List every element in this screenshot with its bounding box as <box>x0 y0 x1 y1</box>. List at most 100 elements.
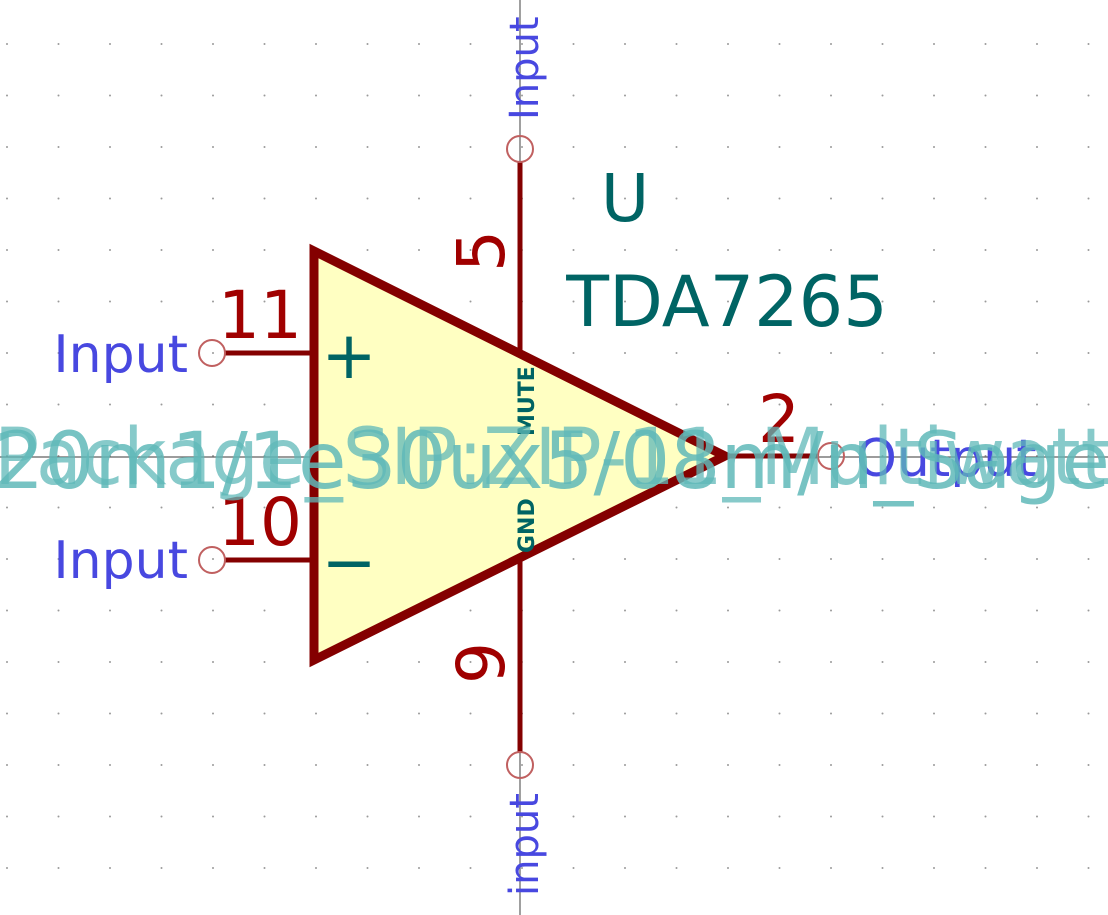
grid-dot <box>418 712 420 715</box>
grid-dot <box>933 94 935 97</box>
grid-dot <box>109 867 111 869</box>
grid-dot <box>572 558 575 560</box>
grid-dot <box>830 712 832 715</box>
grid-dot <box>1036 815 1038 818</box>
grid-dot <box>830 197 832 200</box>
grid-dot <box>1036 197 1038 200</box>
grid-dot <box>418 661 420 663</box>
pin-9-terminal[interactable] <box>506 751 534 779</box>
grid-dot <box>984 712 987 715</box>
pin-10[interactable]: 10 Input − <box>53 484 376 601</box>
pin-5-terminal[interactable] <box>506 135 534 163</box>
pin-9[interactable]: 9 input GND <box>443 498 548 896</box>
grid-dot <box>881 146 884 148</box>
grid-dot <box>572 352 575 354</box>
grid-dot <box>675 300 678 303</box>
grid-dot <box>109 352 111 354</box>
grid-dot <box>727 815 729 818</box>
grid-dot <box>1087 867 1090 869</box>
pin-10-name: − <box>321 524 376 601</box>
grid-dot <box>109 146 111 148</box>
grid-dot <box>212 506 214 509</box>
grid-dot <box>418 867 420 869</box>
footprint-field[interactable]: 20m1/1e30ux5/08m/n_Sage <box>0 417 1108 507</box>
grid-dot <box>727 249 729 251</box>
grid-dot <box>572 146 575 148</box>
grid-dot <box>572 815 575 818</box>
pin-2[interactable]: 2 Output <box>725 381 1037 489</box>
grid-dot <box>881 506 884 509</box>
grid-dot <box>1036 43 1038 45</box>
grid-dot <box>418 249 420 251</box>
grid-dot <box>263 661 266 663</box>
grid-dot <box>675 506 678 509</box>
pin-5[interactable]: 5 Input MUTE <box>443 16 548 436</box>
grid-dot <box>881 815 884 818</box>
grid-dot <box>778 815 781 818</box>
grid-dot <box>572 197 575 200</box>
grid-dot <box>1087 403 1090 406</box>
grid-dot <box>778 197 781 200</box>
grid-dot <box>881 43 884 45</box>
pin-10-terminal[interactable] <box>198 546 226 574</box>
grid-dot <box>57 146 60 148</box>
grid-dot <box>57 815 60 818</box>
grid-dot <box>263 764 266 766</box>
grid-dot <box>778 558 781 560</box>
grid-dot <box>933 815 935 818</box>
grid-dot <box>624 661 626 663</box>
grid-dot <box>881 609 884 612</box>
component-reference[interactable]: U <box>601 160 649 237</box>
pin-10-type: Input <box>53 531 188 591</box>
pin-11-terminal[interactable] <box>198 339 226 367</box>
grid-dot <box>212 300 214 303</box>
grid-dot <box>366 249 369 251</box>
grid-dot <box>109 43 111 45</box>
grid-dot <box>933 146 935 148</box>
grid-dot <box>624 609 626 612</box>
grid-dot <box>57 43 60 45</box>
grid-dot <box>933 764 935 766</box>
grid-dot <box>315 815 317 818</box>
grid-dot <box>984 815 987 818</box>
grid-dot <box>572 300 575 303</box>
grid-dot <box>675 352 678 354</box>
grid-dot <box>727 352 729 354</box>
grid-dot <box>418 764 420 766</box>
grid-dot <box>675 867 678 869</box>
grid-dot <box>778 94 781 97</box>
grid-dot <box>212 249 214 251</box>
grid-dot <box>933 300 935 303</box>
component-value[interactable]: TDA7265 <box>565 261 887 343</box>
grid-dot <box>57 661 60 663</box>
grid-dot <box>109 815 111 818</box>
grid-dot <box>315 43 317 45</box>
grid-dot <box>778 249 781 251</box>
grid-dot <box>212 815 214 818</box>
grid-dot <box>881 764 884 766</box>
grid-dot <box>212 146 214 148</box>
pin-11-number: 11 <box>218 277 302 354</box>
grid-dot <box>160 506 163 509</box>
grid-dot <box>778 43 781 45</box>
grid-dot <box>1036 609 1038 612</box>
grid-dot <box>675 403 678 406</box>
grid-dot <box>57 558 60 560</box>
grid-dot <box>6 867 8 869</box>
grid-dot <box>57 300 60 303</box>
grid-dot <box>830 558 832 560</box>
pin-11[interactable]: 11 Input + <box>53 277 376 394</box>
grid-dot <box>469 661 472 663</box>
grid-dot <box>469 197 472 200</box>
grid-dot <box>6 558 8 560</box>
grid-dot <box>109 661 111 663</box>
grid-dot <box>1036 712 1038 715</box>
grid-dot <box>212 558 214 560</box>
grid-dot <box>366 867 369 869</box>
grid-dot <box>933 506 935 509</box>
pin-2-terminal[interactable] <box>817 442 845 470</box>
grid-dot <box>984 506 987 509</box>
grid-dot <box>366 94 369 97</box>
grid-dot <box>109 609 111 612</box>
grid-dot <box>624 197 626 200</box>
